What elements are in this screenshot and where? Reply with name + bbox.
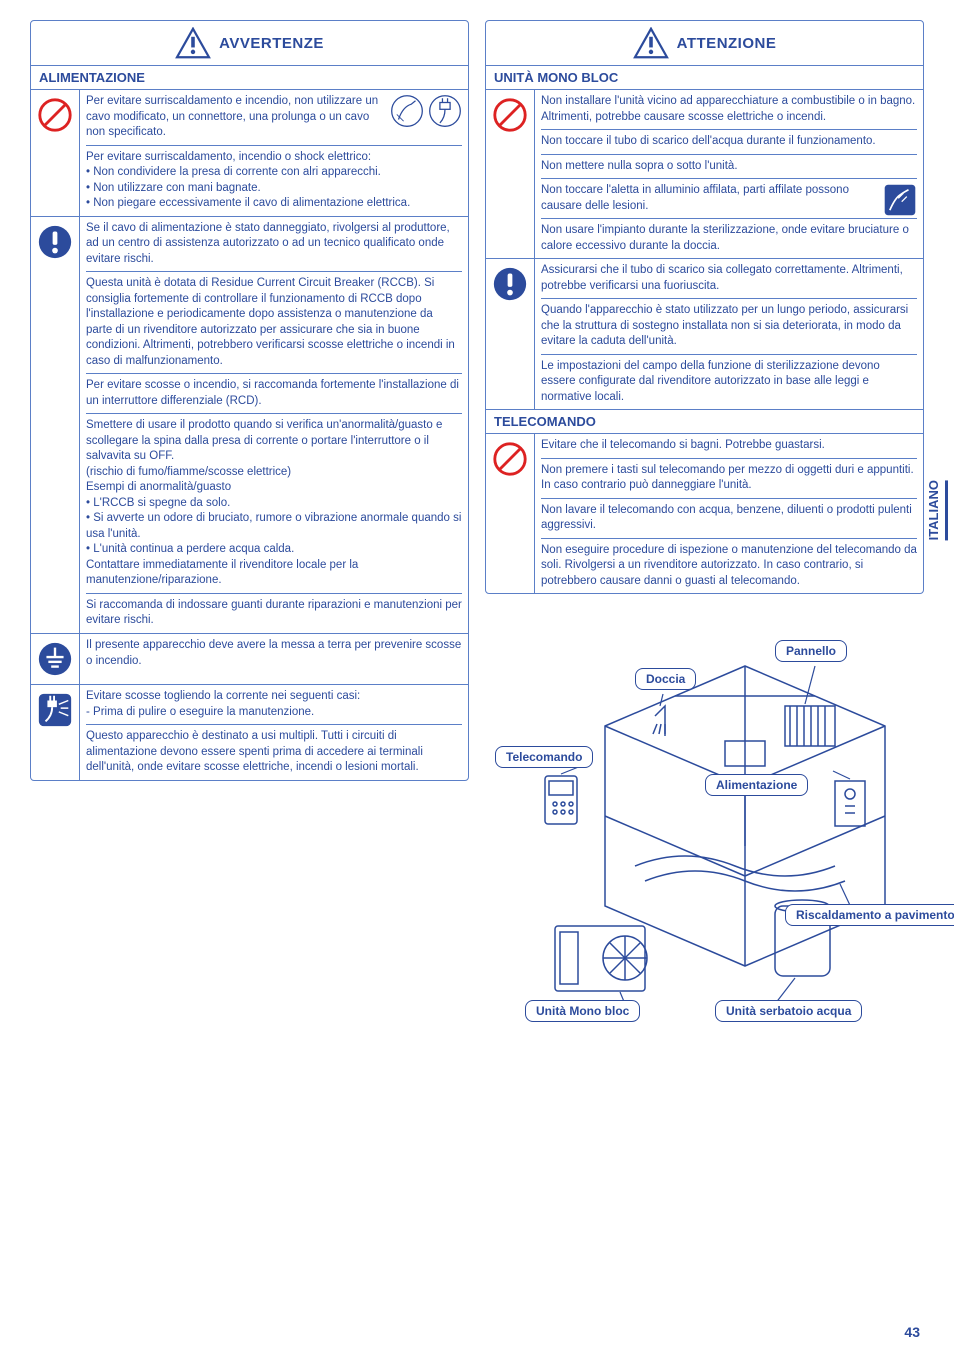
- caution-text: Assicurarsi che il tubo di scarico sia c…: [541, 263, 917, 294]
- warning-text: Per evitare surriscaldamento e incendio,…: [86, 94, 462, 141]
- page-number: 43: [904, 1324, 920, 1340]
- warning-text: Questo apparecchio è destinato a usi mul…: [86, 724, 462, 776]
- caution-triangle-icon: [633, 27, 669, 59]
- warnings-title: AVVERTENZE: [219, 35, 324, 52]
- diagram-label-monobloc: Unità Mono bloc: [525, 1000, 640, 1022]
- diagram-label-pannello: Pannello: [775, 640, 847, 662]
- caution-title: ATTENZIONE: [677, 35, 777, 52]
- warning-text: Per evitare scosse o incendio, si raccom…: [86, 373, 462, 409]
- caution-box: ATTENZIONE UNITÀ MONO BLOC Non installar…: [485, 20, 924, 594]
- mandatory-icon: [36, 223, 74, 261]
- warnings-header: AVVERTENZE: [31, 21, 468, 66]
- caution-text: Non mettere nulla sopra o sotto l'unità.: [541, 154, 917, 175]
- warning-text: Per evitare surriscaldamento, incendio o…: [86, 145, 462, 212]
- prohibit-icon: [491, 440, 529, 478]
- caution-text: Evitare che il telecomando si bagni. Pot…: [541, 438, 917, 454]
- caution-row: Assicurarsi che il tubo di scarico sia c…: [486, 259, 923, 410]
- mandatory-icon: [491, 265, 529, 303]
- caution-text: Non toccare il tubo di scarico dell'acqu…: [541, 129, 917, 150]
- caution-text: Non usare l'impianto durante la steriliz…: [541, 218, 917, 254]
- earth-icon: [36, 640, 74, 678]
- diagram-label-doccia: Doccia: [635, 668, 696, 690]
- warning-text: Il presente apparecchio deve avere la me…: [86, 638, 462, 669]
- warning-row: Se il cavo di alimentazione è stato dann…: [31, 217, 468, 634]
- caution-text: Non installare l'unità vicino ad apparec…: [541, 94, 917, 125]
- prohibit-icon: [36, 96, 74, 134]
- caution-text: Non toccare l'aletta in alluminio affila…: [541, 178, 917, 214]
- warning-row: Il presente apparecchio deve avere la me…: [31, 634, 468, 685]
- warning-row: Per evitare surriscaldamento e incendio,…: [31, 90, 468, 217]
- prohibit-icon: [491, 96, 529, 134]
- warnings-box: AVVERTENZE ALIMENTAZIONE: [30, 20, 469, 781]
- caution-header: ATTENZIONE: [486, 21, 923, 66]
- caution-text: Non eseguire procedure di ispezione o ma…: [541, 538, 917, 590]
- warning-text: Si raccomanda di indossare guanti durant…: [86, 593, 462, 629]
- warning-triangle-icon: [175, 27, 211, 59]
- sharp-fin-icon: [883, 183, 917, 217]
- warning-text: Questa unità è dotata di Residue Current…: [86, 271, 462, 369]
- diagram-label-serbatoio: Unità serbatoio acqua: [715, 1000, 862, 1022]
- language-tab: ITALIANO: [926, 480, 948, 540]
- caution-row: Non installare l'unità vicino ad apparec…: [486, 90, 923, 259]
- cable-plug-icons: [390, 94, 462, 128]
- warning-row: Evitare scosse togliendo la corrente nei…: [31, 685, 468, 780]
- house-diagram-svg: [485, 606, 905, 1026]
- section-monobloc-title: UNITÀ MONO BLOC: [486, 66, 923, 90]
- unplug-icon: [36, 691, 74, 729]
- section-alimentazione-title: ALIMENTAZIONE: [31, 66, 468, 90]
- system-diagram: Telecomando Doccia Pannello Alimentazion…: [485, 606, 924, 1026]
- diagram-label-riscaldamento: Riscaldamento a pavimento: [785, 904, 954, 926]
- warning-text: Smettere di usare il prodotto quando si …: [86, 413, 462, 589]
- caution-text: Quando l'apparecchio è stato utilizzato …: [541, 298, 917, 350]
- caution-text: Le impostazioni del campo della funzione…: [541, 354, 917, 406]
- warning-text: Se il cavo di alimentazione è stato dann…: [86, 221, 462, 268]
- diagram-label-telecomando: Telecomando: [495, 746, 593, 768]
- diagram-label-alimentazione: Alimentazione: [705, 774, 808, 796]
- caution-text: Non premere i tasti sul telecomando per …: [541, 458, 917, 494]
- caution-text: Non lavare il telecomando con acqua, ben…: [541, 498, 917, 534]
- section-telecomando-title: TELECOMANDO: [486, 410, 923, 434]
- caution-row: Evitare che il telecomando si bagni. Pot…: [486, 434, 923, 593]
- warning-text: Evitare scosse togliendo la corrente nei…: [86, 689, 462, 720]
